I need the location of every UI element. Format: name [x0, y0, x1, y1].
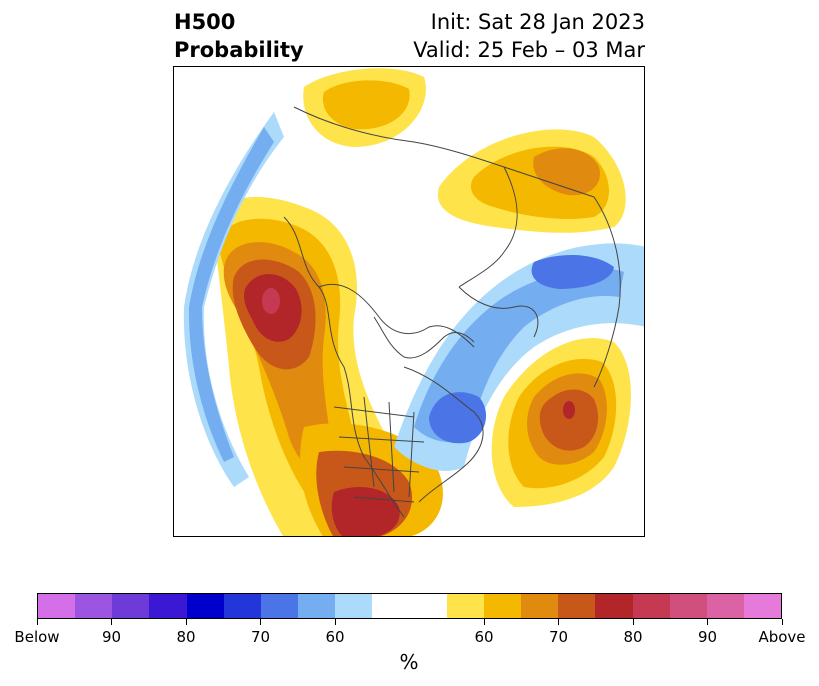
- colorbar-segment: [112, 594, 150, 618]
- title-left: H500 Probability: [174, 8, 304, 64]
- colorbar-segment: [260, 594, 299, 618]
- colorbar-segment: [558, 594, 596, 618]
- colorbar-tick: [334, 619, 336, 625]
- probability-map: [183, 68, 644, 536]
- title-probability: Probability: [174, 38, 304, 62]
- colorbar-tick-label: 80: [623, 628, 643, 646]
- colorbar-tick: [707, 619, 708, 625]
- colorbar-tick-label: 90: [101, 628, 122, 646]
- colorbar-tick-label: Above: [758, 628, 806, 646]
- pacific-light-blue-arc: [188, 127, 274, 462]
- coastlines: [283, 106, 621, 518]
- colorbar-segment: [483, 594, 522, 618]
- colorbar-segment: [372, 594, 410, 618]
- colorbar: [37, 593, 782, 619]
- colorbar-segment: [446, 594, 484, 618]
- colorbar-segment: [669, 594, 707, 618]
- siberia-gold-region: [322, 80, 410, 130]
- atlantic-red-core: [563, 401, 575, 419]
- colorbar-tick-label: 60: [474, 628, 494, 646]
- title-right: Init: Sat 28 Jan 2023 Valid: 25 Feb – 03…: [413, 8, 645, 64]
- colorbar-tick: [111, 619, 112, 625]
- map-frame: [173, 66, 645, 537]
- colorbar-segment: [706, 594, 744, 618]
- colorbar-segment: [632, 594, 670, 618]
- colorbar-segment: [186, 594, 224, 618]
- colorbar-segment: [149, 594, 187, 618]
- colorbar-tick-label: 70: [250, 628, 271, 646]
- init-date: Init: Sat 28 Jan 2023: [430, 10, 645, 34]
- colorbar-segment: [223, 594, 261, 618]
- colorbar-segment: [298, 594, 336, 618]
- colorbar-segment: [75, 594, 113, 618]
- colorbar-tick: [185, 619, 187, 625]
- colorbar-tick: [558, 619, 559, 625]
- colorbar-segment: [743, 594, 782, 618]
- colorbar-tick-label: 90: [697, 628, 718, 646]
- canada-mid-blue-core: [429, 392, 487, 444]
- europe-mid-blue-core: [531, 255, 614, 289]
- colorbar-tick-label: 80: [176, 628, 196, 646]
- colorbar-tick: [632, 619, 634, 625]
- colorbar-tick-label: 70: [548, 628, 569, 646]
- colorbar-segment: [521, 594, 559, 618]
- colorbar-tick-label: Below: [14, 628, 60, 646]
- colorbar-tick: [483, 619, 485, 625]
- colorbar-segment: [335, 594, 373, 618]
- colorbar-segment: [38, 594, 76, 618]
- colorbar-segment: [409, 594, 447, 618]
- pacific-pink-core: [262, 288, 280, 314]
- atlantic-darkorange-region: [539, 389, 599, 451]
- colorbar-tick: [260, 619, 261, 625]
- title-h500: H500: [174, 10, 236, 34]
- colorbar-tick-label: 60: [325, 628, 345, 646]
- colorbar-unit-label: %: [399, 650, 419, 674]
- colorbar-segment: [595, 594, 633, 618]
- europe-orange-region: [533, 148, 600, 196]
- valid-range: Valid: 25 Feb – 03 Mar: [413, 38, 645, 62]
- colorbar-tick: [781, 619, 783, 625]
- colorbar-tick: [36, 619, 38, 625]
